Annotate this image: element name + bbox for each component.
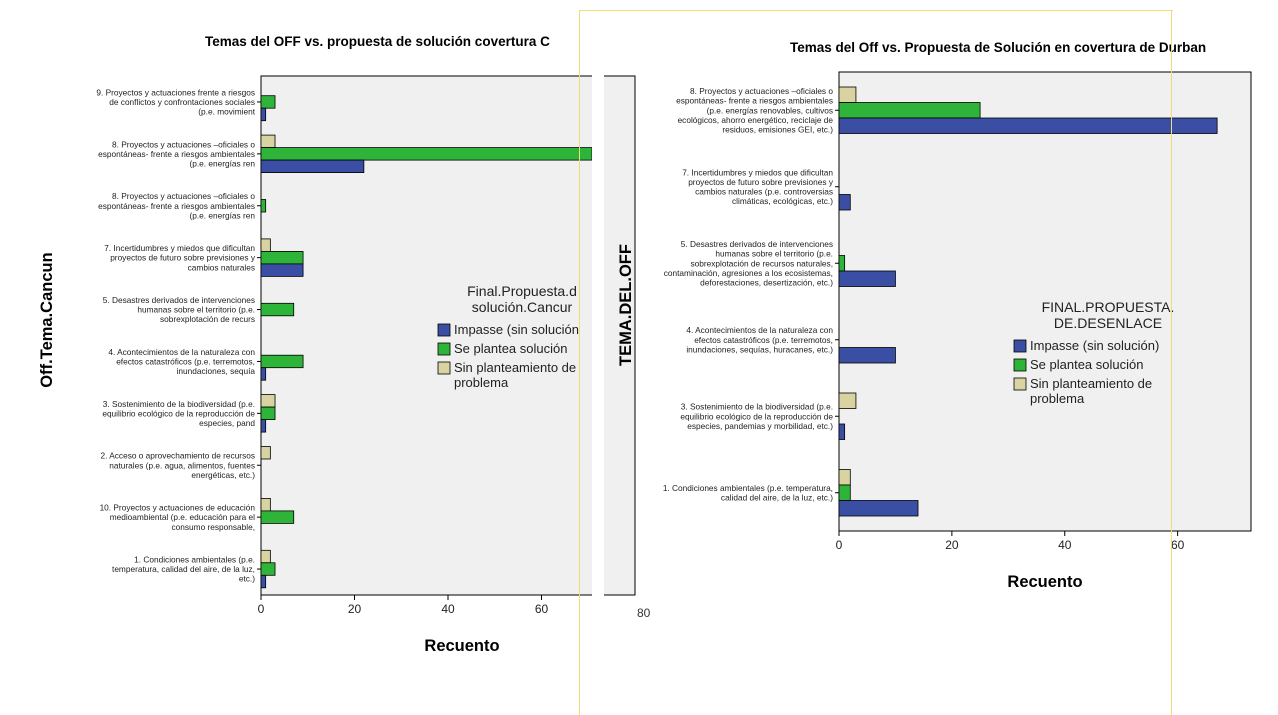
- chart1-bar-5-0: [260, 367, 267, 381]
- chart2-bar-2-0: [838, 270, 896, 287]
- chart1-y-axis-label: Off.Tema.Cancun: [38, 252, 56, 387]
- chart2-category-label-3: 4. Acontecimientos de la naturaleza con e…: [686, 325, 833, 354]
- chart1-bar-3-0: [260, 263, 304, 277]
- chart2-chart: Temas del Off vs. Propuesta de Solución …: [617, 40, 1252, 591]
- chart1-category-label-9: 1. Condiciones ambientales (p.e. temperat…: [112, 554, 255, 583]
- chart1-legend-swatch-0: [437, 323, 451, 337]
- chart1-category-label-5: 4. Acontecimientos de la naturaleza con e…: [108, 347, 255, 376]
- chart1-bar-9-0: [260, 574, 267, 589]
- chart1-title: Temas del OFF vs. propuesta de solución …: [205, 34, 550, 49]
- chart1-category-label-3: 7. Incertidumbres y miedos que dificulta…: [104, 243, 256, 272]
- chart1-bar-6-1: [260, 406, 276, 421]
- chart2-legend-label-2-0: Sin planteamiento de: [1030, 376, 1152, 391]
- chart2-bar-2-1: [838, 255, 846, 272]
- chart2-bar-3-0: [838, 347, 896, 364]
- chart1-bar-9-1: [260, 562, 276, 576]
- chart2-legend-swatch-1: [1013, 358, 1027, 372]
- chart2-legend-label-2-1: problema: [1030, 391, 1085, 406]
- chart2-bar-4-0: [838, 423, 846, 440]
- chart2-bar-1-0: [838, 194, 851, 211]
- chart1-bar-3-2: [260, 238, 271, 252]
- chart1-category-label-0: 9. Proyectos y actuaciones frente a ries…: [96, 87, 255, 116]
- chart1-bar-5-1: [260, 354, 304, 369]
- chart1-bar-1-2: [260, 134, 276, 149]
- chart2-bar-5-1: [838, 484, 851, 501]
- stray-tick-label: 80: [637, 606, 651, 620]
- chart2-xtick-label-0: 0: [836, 538, 843, 552]
- chart-separator: [592, 10, 604, 610]
- chart1-category-label-4: 5. Desastres derivados de intervenciones…: [103, 295, 255, 324]
- chart2-title: Temas del Off vs. Propuesta de Solución …: [790, 40, 1206, 55]
- chart2-category-label-2: 5. Desastres derivados de intervenciones…: [664, 239, 833, 287]
- chart1-legend-title-line-0: Final.Propuesta.d: [467, 283, 577, 299]
- chart1-legend-label-0-0: Impasse (sin solución: [454, 322, 579, 337]
- chart2-legend-title-line-1: DE.DESENLACE: [1054, 315, 1162, 331]
- chart2-bar-5-0: [838, 500, 919, 517]
- chart1-bar-4-1: [260, 302, 295, 317]
- chart1-xtick-label-2: 40: [441, 602, 455, 616]
- chart2-xtick-label-3: 60: [1171, 538, 1185, 552]
- chart2-legend-title-line-0: FINAL.PROPUESTA.: [1042, 299, 1175, 315]
- guide-line-left: [579, 10, 580, 715]
- chart1-legend-swatch-1: [437, 342, 451, 356]
- chart2-legend: FINAL.PROPUESTA.DE.DESENLACE Impasse (sin…: [1013, 299, 1175, 406]
- chart2-xtick-label-2: 40: [1058, 538, 1072, 552]
- chart1-bar-2-1: [260, 199, 267, 213]
- chart1-x-axis-label: Recuento: [424, 637, 499, 655]
- chart2-legend-label-0-0: Impasse (sin solución): [1030, 338, 1159, 353]
- chart1-legend-title-line-1: solución.Cancur: [472, 299, 573, 315]
- chart2-legend-swatch-2: [1013, 377, 1027, 391]
- chart2-bar-4-2: [838, 392, 857, 409]
- chart1-category-label-8: 10. Proyectos y actuaciones de educación…: [100, 503, 256, 532]
- chart1-bar-7-2: [260, 446, 271, 460]
- chart2-plot-area: [838, 71, 1252, 532]
- chart2-x-axis-label: Recuento: [1007, 573, 1082, 591]
- chart2-xtick-label-1: 20: [945, 538, 959, 552]
- chart1-bar-6-0: [260, 419, 267, 433]
- chart1-bar-0-1: [260, 95, 276, 109]
- chart2-bar-0-1: [838, 102, 981, 119]
- chart1-bar-1-1: [260, 147, 593, 161]
- chart2-bar-0-2: [838, 86, 857, 103]
- chart1-xtick-label-1: 20: [348, 602, 362, 616]
- chart1-legend-label-1-0: Se plantea solución: [454, 341, 567, 356]
- chart2-category-label-1: 7. Incertidumbres y miedos que dificulta…: [682, 167, 834, 206]
- chart2-bar-5-2: [838, 469, 851, 486]
- chart1-bar-1-0: [260, 159, 365, 174]
- guide-line-top: [579, 10, 1173, 11]
- chart2-bar-0-0: [838, 117, 1218, 134]
- chart1-legend-swatch-2: [437, 361, 451, 375]
- chart1-legend-label-2-1: problema: [454, 375, 509, 390]
- chart2-legend-swatch-0: [1013, 339, 1027, 353]
- chart2-category-label-4: 3. Sostenimiento de la biodiversidad (p.…: [680, 402, 833, 431]
- chart2-category-label-5: 1. Condiciones ambientales (p.e. tempera…: [663, 483, 833, 503]
- chart1-chart: Temas del OFF vs. propuesta de solución …: [38, 34, 636, 655]
- guide-line-right: [1171, 10, 1172, 715]
- chart1-category-label-7: 2. Acceso o aprovechamiento de recursos n…: [100, 451, 255, 480]
- chart1-bar-8-2: [260, 497, 271, 512]
- chart1-category-label-6: 3. Sostenimiento de la biodiversidad (p.…: [102, 399, 255, 428]
- chart1-legend-label-2-0: Sin planteamiento de: [454, 360, 576, 375]
- chart1-bar-9-2: [260, 549, 271, 564]
- chart2-y-axis-label: TEMA.DEL.OFF: [617, 244, 635, 366]
- chart1-xtick-label-0: 0: [258, 602, 265, 616]
- chart1-bar-6-2: [260, 394, 276, 408]
- chart1-bar-8-1: [260, 510, 295, 524]
- chart1-bar-3-1: [260, 250, 304, 265]
- chart1-bar-0-0: [260, 107, 267, 122]
- chart2-legend-label-1-0: Se plantea solución: [1030, 357, 1143, 372]
- chart1-xtick-label-3: 60: [535, 602, 549, 616]
